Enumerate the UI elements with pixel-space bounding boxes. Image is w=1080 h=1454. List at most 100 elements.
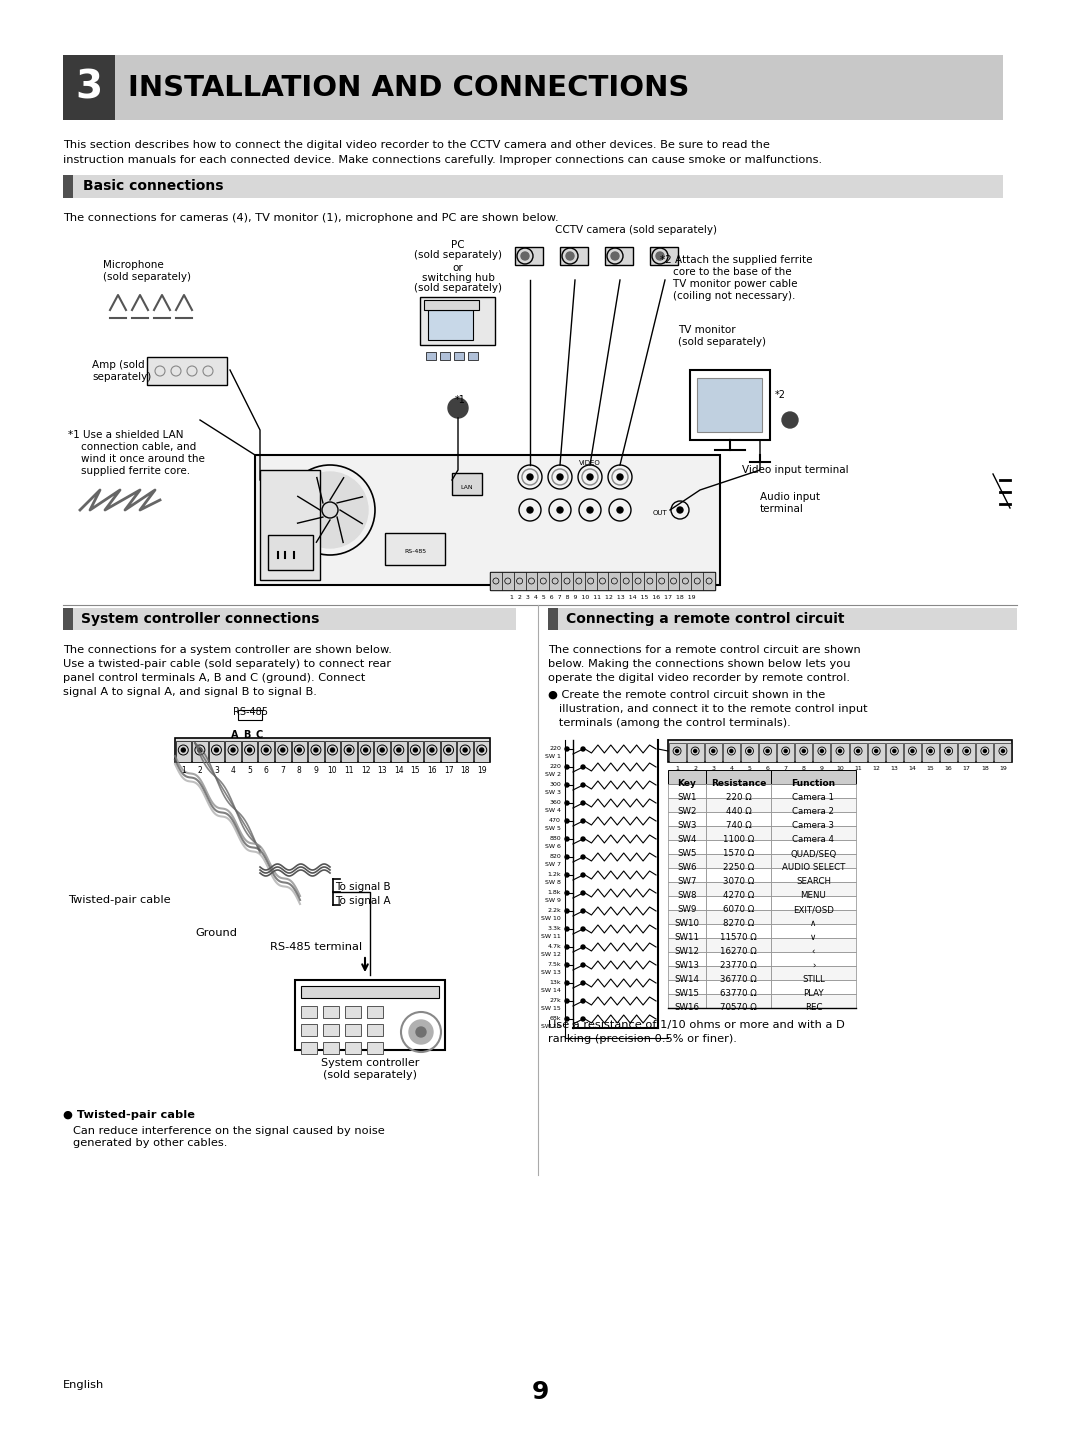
Text: supplied ferrite core.: supplied ferrite core.: [68, 465, 190, 475]
Circle shape: [565, 928, 569, 931]
Text: 13k: 13k: [550, 980, 561, 986]
Circle shape: [581, 765, 585, 769]
Text: 220: 220: [549, 746, 561, 752]
Text: RS-485: RS-485: [232, 707, 268, 717]
Bar: [771, 980, 856, 995]
Bar: [301, 1024, 318, 1037]
Bar: [367, 1043, 383, 1054]
Text: 8: 8: [801, 766, 806, 771]
Circle shape: [198, 747, 202, 752]
Bar: [669, 938, 706, 952]
Circle shape: [292, 473, 368, 548]
Bar: [226, 740, 241, 762]
Circle shape: [396, 747, 401, 752]
Text: 300: 300: [550, 782, 561, 788]
Bar: [706, 995, 771, 1008]
Bar: [292, 740, 307, 762]
Text: 740 Ω: 740 Ω: [726, 822, 752, 830]
Text: 3070 Ω: 3070 Ω: [723, 878, 754, 887]
Bar: [669, 743, 686, 762]
Bar: [706, 798, 771, 811]
Text: INSTALLATION AND CONNECTIONS: INSTALLATION AND CONNECTIONS: [129, 74, 689, 102]
Circle shape: [581, 999, 585, 1003]
Circle shape: [581, 838, 585, 840]
Bar: [706, 853, 771, 868]
Text: RS-485: RS-485: [404, 550, 427, 554]
Bar: [706, 868, 771, 883]
Bar: [428, 310, 473, 340]
Bar: [502, 571, 514, 590]
Text: 4270 Ω: 4270 Ω: [723, 891, 754, 900]
Bar: [514, 571, 526, 590]
Text: To signal B: To signal B: [335, 883, 391, 891]
Text: Microphone: Microphone: [103, 260, 164, 270]
Text: Camera 4: Camera 4: [793, 836, 835, 845]
Text: 13: 13: [890, 766, 899, 771]
Text: English: English: [63, 1380, 105, 1390]
Bar: [538, 571, 550, 590]
Text: Basic connections: Basic connections: [83, 179, 224, 193]
Bar: [771, 910, 856, 923]
Circle shape: [231, 747, 235, 752]
Bar: [608, 571, 620, 590]
Text: EXIT/OSD: EXIT/OSD: [793, 906, 834, 915]
Bar: [669, 923, 706, 938]
Text: 8: 8: [297, 766, 301, 775]
Bar: [795, 743, 812, 762]
Circle shape: [611, 252, 619, 260]
Text: 11: 11: [345, 766, 354, 775]
Text: B: B: [243, 730, 251, 740]
Text: 68k: 68k: [550, 1016, 561, 1022]
Text: 6: 6: [766, 766, 770, 771]
Text: The connections for cameras (4), TV monitor (1), microphone and PC are shown bel: The connections for cameras (4), TV moni…: [63, 212, 558, 222]
Bar: [584, 571, 596, 590]
Bar: [687, 743, 704, 762]
Circle shape: [802, 749, 806, 753]
Text: Can reduce interference on the signal caused by noise
generated by other cables.: Can reduce interference on the signal ca…: [73, 1125, 384, 1147]
Bar: [706, 826, 771, 840]
Text: The connections for a remote control circuit are shown: The connections for a remote control cir…: [548, 646, 861, 654]
Bar: [192, 740, 207, 762]
Text: 19: 19: [999, 766, 1007, 771]
Text: ›: ›: [812, 961, 815, 970]
Bar: [420, 297, 495, 345]
Circle shape: [527, 474, 534, 480]
Text: terminal: terminal: [760, 505, 804, 515]
Text: ∧: ∧: [810, 919, 816, 929]
Bar: [771, 771, 856, 784]
Text: SW13: SW13: [675, 961, 700, 970]
Bar: [669, 826, 706, 840]
Circle shape: [380, 747, 384, 752]
Text: terminals (among the control terminals).: terminals (among the control terminals).: [548, 718, 791, 728]
Circle shape: [215, 747, 218, 752]
Circle shape: [712, 749, 715, 753]
Circle shape: [565, 963, 569, 967]
Circle shape: [984, 749, 986, 753]
Text: (sold separately): (sold separately): [103, 272, 191, 282]
Text: SW 8: SW 8: [545, 881, 561, 885]
Bar: [669, 910, 706, 923]
Bar: [669, 883, 706, 896]
Circle shape: [565, 999, 569, 1003]
Bar: [620, 571, 632, 590]
Text: TV monitor: TV monitor: [678, 326, 735, 334]
Bar: [345, 1006, 361, 1018]
Text: panel control terminals A, B and C (ground). Connect: panel control terminals A, B and C (grou…: [63, 673, 365, 683]
Text: 360: 360: [550, 801, 561, 806]
Bar: [832, 743, 849, 762]
Text: core to the base of the: core to the base of the: [660, 268, 792, 278]
Circle shape: [409, 1021, 433, 1044]
Bar: [550, 571, 561, 590]
Bar: [301, 986, 438, 997]
Circle shape: [581, 819, 585, 823]
Bar: [679, 571, 691, 590]
Text: *1 Use a shielded LAN: *1 Use a shielded LAN: [68, 430, 184, 441]
Bar: [669, 868, 706, 883]
Text: 7: 7: [281, 766, 285, 775]
Text: 23770 Ω: 23770 Ω: [720, 961, 757, 970]
Text: SW 15: SW 15: [541, 1006, 561, 1012]
Bar: [572, 571, 584, 590]
Bar: [440, 352, 450, 361]
Bar: [741, 743, 758, 762]
Circle shape: [588, 474, 593, 480]
